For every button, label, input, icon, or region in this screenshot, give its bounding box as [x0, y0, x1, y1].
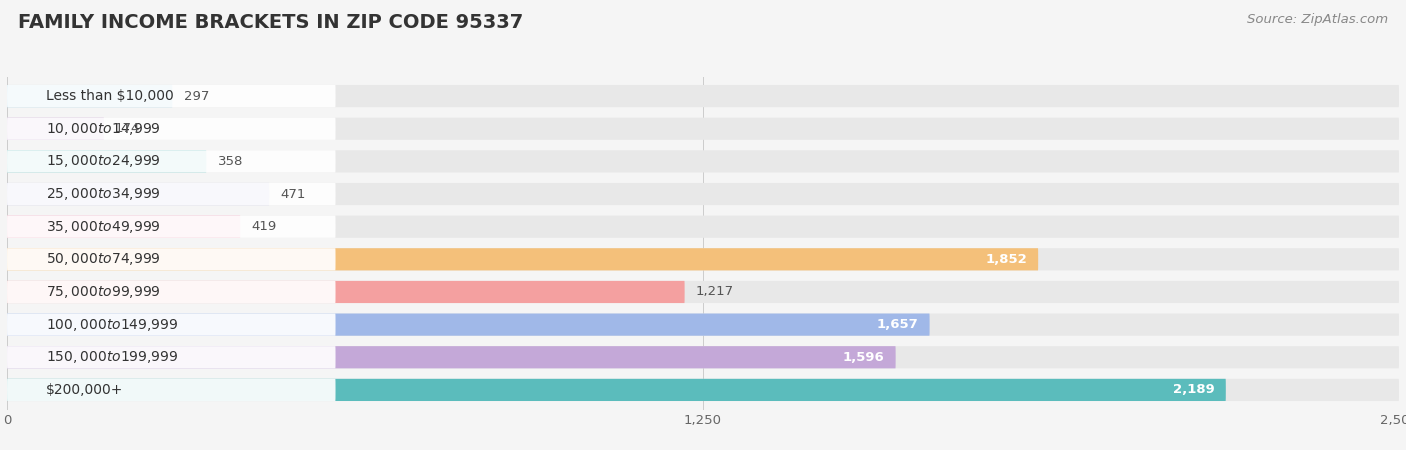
Text: 2,189: 2,189: [1173, 383, 1215, 396]
Text: $100,000 to $149,999: $100,000 to $149,999: [46, 317, 179, 333]
FancyBboxPatch shape: [7, 85, 336, 107]
FancyBboxPatch shape: [7, 379, 1226, 401]
FancyBboxPatch shape: [7, 183, 1399, 205]
FancyBboxPatch shape: [7, 183, 336, 205]
Text: $35,000 to $49,999: $35,000 to $49,999: [46, 219, 160, 235]
Text: $50,000 to $74,999: $50,000 to $74,999: [46, 251, 160, 267]
FancyBboxPatch shape: [7, 314, 1399, 336]
FancyBboxPatch shape: [7, 346, 896, 369]
Text: Less than $10,000: Less than $10,000: [46, 89, 174, 103]
FancyBboxPatch shape: [7, 346, 1399, 369]
FancyBboxPatch shape: [7, 150, 207, 172]
FancyBboxPatch shape: [7, 216, 240, 238]
Text: 1,596: 1,596: [842, 351, 884, 364]
FancyBboxPatch shape: [7, 281, 685, 303]
FancyBboxPatch shape: [7, 314, 336, 336]
Text: $10,000 to $14,999: $10,000 to $14,999: [46, 121, 160, 137]
Text: $150,000 to $199,999: $150,000 to $199,999: [46, 349, 179, 365]
Text: $75,000 to $99,999: $75,000 to $99,999: [46, 284, 160, 300]
FancyBboxPatch shape: [7, 216, 336, 238]
FancyBboxPatch shape: [7, 85, 1399, 107]
Text: 1,657: 1,657: [877, 318, 918, 331]
Text: 1,217: 1,217: [696, 285, 734, 298]
FancyBboxPatch shape: [7, 183, 270, 205]
Text: 358: 358: [218, 155, 243, 168]
FancyBboxPatch shape: [7, 150, 1399, 172]
Text: 419: 419: [252, 220, 277, 233]
FancyBboxPatch shape: [7, 150, 336, 172]
Text: 174: 174: [115, 122, 141, 135]
Text: $25,000 to $34,999: $25,000 to $34,999: [46, 186, 160, 202]
FancyBboxPatch shape: [7, 85, 173, 107]
Text: FAMILY INCOME BRACKETS IN ZIP CODE 95337: FAMILY INCOME BRACKETS IN ZIP CODE 95337: [18, 14, 523, 32]
FancyBboxPatch shape: [7, 117, 336, 140]
FancyBboxPatch shape: [7, 346, 336, 369]
Text: 471: 471: [280, 188, 305, 201]
Text: 297: 297: [184, 90, 209, 103]
FancyBboxPatch shape: [7, 117, 104, 140]
FancyBboxPatch shape: [7, 379, 1399, 401]
Text: $15,000 to $24,999: $15,000 to $24,999: [46, 153, 160, 169]
Text: 1,852: 1,852: [986, 253, 1026, 266]
FancyBboxPatch shape: [7, 314, 929, 336]
FancyBboxPatch shape: [7, 379, 336, 401]
Text: $200,000+: $200,000+: [46, 383, 124, 397]
FancyBboxPatch shape: [7, 281, 336, 303]
FancyBboxPatch shape: [7, 281, 1399, 303]
FancyBboxPatch shape: [7, 216, 1399, 238]
FancyBboxPatch shape: [7, 117, 1399, 140]
FancyBboxPatch shape: [7, 248, 1038, 270]
FancyBboxPatch shape: [7, 248, 1399, 270]
FancyBboxPatch shape: [7, 248, 336, 270]
Text: Source: ZipAtlas.com: Source: ZipAtlas.com: [1247, 14, 1388, 27]
